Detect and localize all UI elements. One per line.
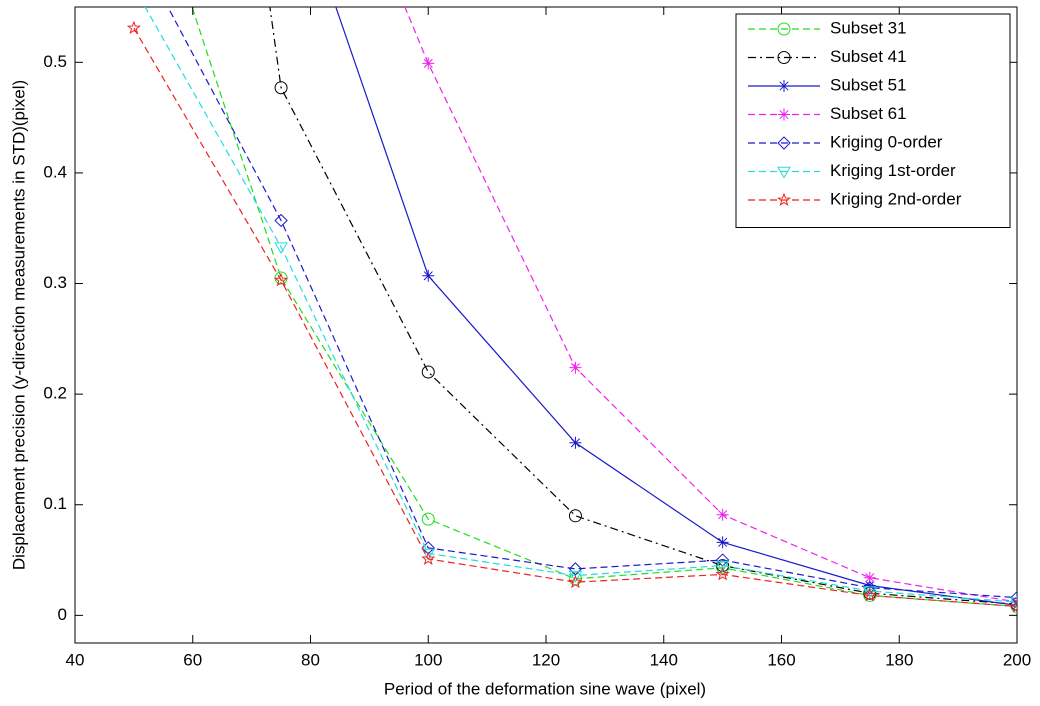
legend-label: Kriging 2nd-order: [830, 189, 962, 208]
x-tick-label: 60: [183, 650, 202, 669]
legend-marker: [777, 51, 791, 64]
x-tick-label: 160: [767, 650, 795, 669]
series-marker: [1010, 590, 1017, 605]
series-marker: [716, 559, 730, 573]
x-axis-label: Period of the deformation sine wave (pix…: [384, 679, 706, 698]
series-marker: [568, 570, 583, 583]
series-marker: [568, 572, 582, 586]
series-marker: [862, 588, 877, 602]
series-marker: [422, 269, 435, 282]
series-marker: [863, 579, 876, 592]
series-marker: [715, 566, 730, 581]
y-axis-label: Displacement precision (y-direction meas…: [9, 80, 28, 570]
x-tick-label: 100: [414, 650, 442, 669]
series-marker: [568, 509, 582, 523]
series-marker: [274, 213, 288, 228]
series-line: [191, 7, 1017, 608]
x-tick-label: 180: [885, 650, 913, 669]
legend-box: [735, 13, 1011, 228]
legend-marker: [777, 136, 791, 150]
series-marker: [569, 436, 582, 449]
legend-marker: [777, 22, 791, 36]
legend-label: Subset 51: [830, 75, 907, 94]
legend-label: Kriging 0-order: [830, 132, 943, 151]
y-tick-label: 0.2: [43, 384, 67, 403]
series-marker: [715, 560, 730, 573]
series-line: [133, 27, 1017, 608]
legend-marker: [778, 80, 790, 92]
series-marker: [421, 512, 435, 526]
series-marker: [273, 272, 289, 287]
x-tick-label: 120: [532, 650, 560, 669]
legend-label: Kriging 1st-order: [830, 161, 956, 180]
series-marker: [274, 242, 288, 255]
x-tick-label: 40: [66, 650, 85, 669]
series-marker: [1010, 597, 1017, 610]
series-marker: [863, 571, 876, 584]
legend-marker: [778, 108, 790, 121]
y-tick-label: 0.5: [43, 52, 67, 71]
series-marker: [716, 536, 729, 549]
series-marker: [862, 586, 877, 599]
legend-label: Subset 31: [830, 18, 907, 37]
y-tick-label: 0.4: [43, 162, 67, 181]
y-tick-label: 0.3: [43, 273, 67, 292]
series-marker: [863, 580, 877, 595]
y-tick-label: 0.1: [43, 494, 67, 513]
series-marker: [1009, 599, 1017, 613]
ticks: 40 60 80 100 120 140 160 180 200 0 0.1 0.2 0.3 0.4 0.5: [43, 7, 1031, 669]
plot-layer: [126, 7, 1017, 613]
series-marker: [126, 20, 141, 35]
series-marker: [421, 548, 436, 561]
legend-label: Subset 61: [830, 104, 907, 123]
series-marker: [569, 361, 582, 374]
x-tick-label: 140: [650, 650, 678, 669]
y-tick-label: 0: [58, 605, 67, 624]
series-marker: [568, 574, 583, 589]
legend-marker: [776, 192, 792, 207]
series-marker: [421, 551, 436, 565]
series-marker: [274, 81, 288, 95]
series-marker: [421, 365, 435, 379]
series-marker: [422, 57, 435, 70]
legend-label: Subset 41: [830, 47, 907, 66]
legend: Subset 31 Subset 41 Subset 51 Subset 61 Krig…: [735, 13, 1011, 228]
series-marker: [716, 508, 729, 521]
legend-marker: [777, 166, 791, 179]
x-tick-label: 80: [301, 650, 320, 669]
x-tick-label: 200: [1003, 650, 1031, 669]
series-line: [269, 7, 1017, 605]
series-line: [167, 7, 1017, 599]
